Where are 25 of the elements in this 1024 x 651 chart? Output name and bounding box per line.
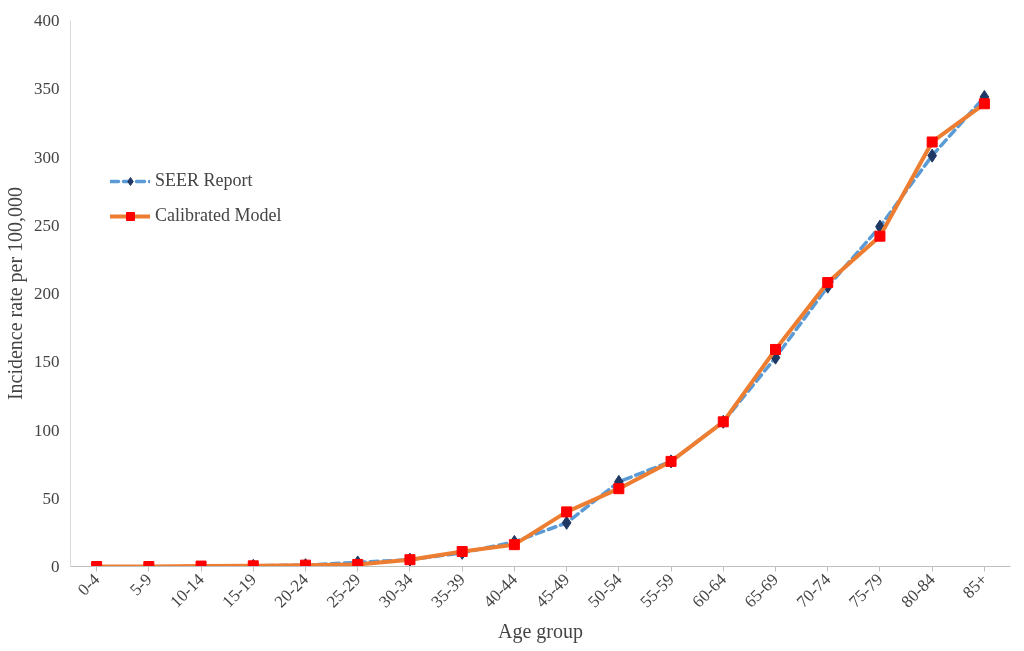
point (613, 483, 625, 495)
y-tick-label: 150 (34, 352, 60, 372)
legend-label: SEER Report (155, 170, 253, 191)
point (874, 230, 886, 242)
point (822, 277, 834, 289)
y-tick-label: 0 (51, 557, 60, 576)
point (978, 98, 990, 110)
y-tick-label: 350 (34, 79, 60, 99)
x-axis-title: Age group (498, 620, 583, 644)
x-tick-label: 85+ (958, 569, 992, 603)
point (561, 506, 573, 518)
legend-label: Calibrated Model (155, 205, 282, 226)
y-axis-title: Incidence rate per 100,000 (4, 186, 27, 401)
y-tick-label: 400 (34, 11, 60, 30)
y-tick-label: 200 (34, 284, 60, 303)
point (926, 136, 938, 148)
x-tick-label: 5-9 (126, 569, 156, 600)
y-tick-label: 300 (34, 147, 60, 167)
x-tick-label: 0-4 (73, 569, 104, 600)
y-tick-label: 100 (34, 420, 60, 440)
point (508, 539, 520, 551)
y-tick-label: 250 (34, 215, 60, 235)
point (770, 343, 781, 355)
point (561, 515, 572, 530)
y-tick-label: 50 (42, 488, 60, 508)
